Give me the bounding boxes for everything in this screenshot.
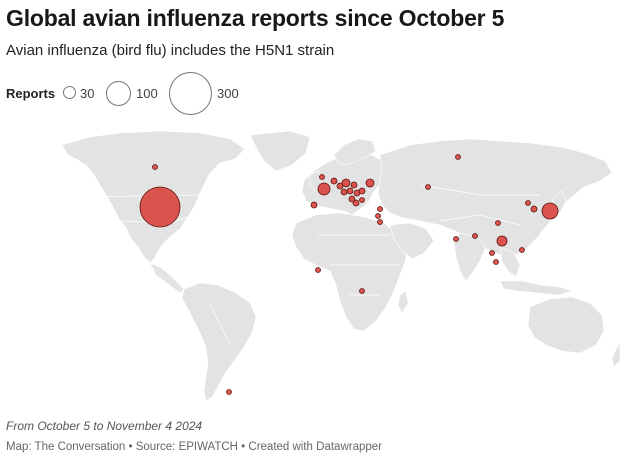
- legend-circle-100: [106, 81, 131, 106]
- legend-value-30: 30: [80, 86, 95, 101]
- madagascar: [397, 290, 409, 314]
- bubble-italy[interactable]: [352, 199, 360, 207]
- bubble-netherlands[interactable]: [330, 177, 338, 185]
- africa: [291, 212, 407, 332]
- south-america: [181, 282, 257, 402]
- land-masses: [61, 130, 620, 402]
- scandinavia: [333, 138, 377, 166]
- bubble-nepal[interactable]: [472, 233, 478, 239]
- greenland: [249, 130, 311, 172]
- legend-circle-30: [63, 86, 76, 99]
- bubble-uk[interactable]: [317, 182, 331, 196]
- report-bubbles: [139, 154, 559, 395]
- bubble-poland[interactable]: [350, 181, 358, 189]
- bubble-portugal[interactable]: [310, 201, 318, 209]
- bubble-czech[interactable]: [346, 187, 354, 195]
- bubble-nigeria[interactable]: [315, 267, 321, 273]
- indonesia: [499, 280, 574, 296]
- legend-circle-300: [169, 72, 212, 115]
- bubble-thailand[interactable]: [489, 250, 495, 256]
- bubble-ireland[interactable]: [319, 174, 325, 180]
- bubble-germany[interactable]: [341, 178, 351, 188]
- date-range-note: From October 5 to November 4 2024: [6, 419, 203, 433]
- legend-label: Reports: [6, 86, 56, 101]
- new-zealand: [611, 342, 620, 368]
- central-america: [149, 262, 185, 294]
- bubble-france[interactable]: [340, 188, 348, 196]
- bubble-ukraine[interactable]: [365, 178, 375, 188]
- australia: [527, 296, 605, 354]
- country-borders: [79, 184, 540, 346]
- southeast-asia: [499, 246, 521, 278]
- asia: [377, 138, 613, 258]
- bubble-cambodia[interactable]: [493, 259, 499, 265]
- bubble-egypt[interactable]: [377, 219, 383, 225]
- bubble-turkey[interactable]: [377, 206, 383, 212]
- bubble-china-north[interactable]: [525, 200, 531, 206]
- bubble-vietnam[interactable]: [496, 235, 508, 247]
- bubble-united-states[interactable]: [139, 186, 181, 228]
- map-title: Global avian influenza reports since Oct…: [6, 5, 505, 31]
- arabian-peninsula: [389, 222, 435, 260]
- bubble-hungary[interactable]: [358, 187, 366, 195]
- bubble-kazakhstan[interactable]: [425, 184, 431, 190]
- bubble-chile[interactable]: [226, 389, 232, 395]
- bubble-serbia[interactable]: [359, 197, 365, 203]
- bubble-china-south[interactable]: [495, 220, 501, 226]
- bubble-south-africa[interactable]: [359, 288, 365, 294]
- bubble-russia[interactable]: [455, 154, 461, 160]
- bubble-croatia[interactable]: [348, 195, 356, 203]
- bubble-philippines[interactable]: [519, 247, 525, 253]
- bubble-india[interactable]: [453, 236, 459, 242]
- map-subtitle: Avian influenza (bird flu) includes the …: [6, 42, 335, 59]
- legend-value-300: 300: [217, 86, 239, 101]
- size-legend: Reports 30 100 300: [6, 72, 306, 115]
- bubble-japan[interactable]: [541, 202, 559, 220]
- world-map: [61, 130, 620, 402]
- legend-value-100: 100: [136, 86, 158, 101]
- india: [453, 232, 487, 282]
- source-footer: Map: The Conversation • Source: EPIWATCH…: [6, 441, 382, 453]
- bubble-south-korea[interactable]: [530, 205, 538, 213]
- bubble-israel[interactable]: [375, 213, 381, 219]
- bubble-canada[interactable]: [152, 164, 158, 170]
